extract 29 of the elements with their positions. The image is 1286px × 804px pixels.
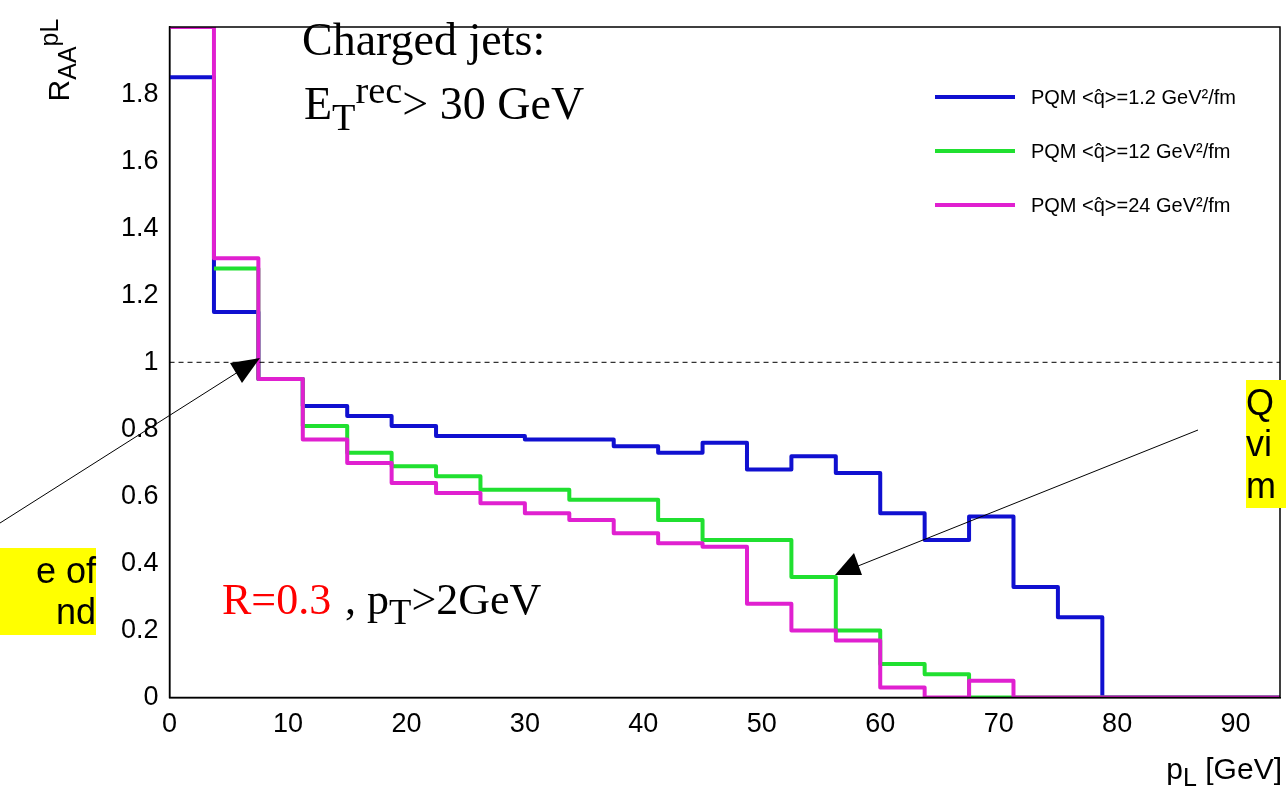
y-tick-label: 1.6: [120, 144, 159, 175]
x-tick-label: 20: [391, 708, 422, 739]
annotation: E$_{T}$$^{rec}$> 30 GeV: [304, 68, 585, 139]
y-tick-label: 1: [143, 345, 159, 376]
y-tick-label: 0.6: [120, 479, 159, 510]
text: e of nd: [0, 548, 96, 635]
annotation: Charged jets:: [302, 14, 546, 67]
x-tick-label: 90: [1220, 708, 1251, 739]
y-tick-label: 0.2: [120, 613, 159, 644]
x-tick-label: 60: [865, 708, 896, 739]
x-tick-label: 0: [162, 708, 178, 739]
x-axis-title: p$_{L}$ [GeV]: [1166, 752, 1282, 792]
y-tick-label: 0: [143, 681, 159, 712]
x-tick-label: 80: [1102, 708, 1133, 739]
y-tick-label: 1.4: [120, 211, 159, 242]
legend-label: PQM <q̂>=1.2 GeV²/fm: [1030, 85, 1236, 109]
y-tick-label: 1.8: [120, 77, 159, 108]
annotation: R=0.3: [222, 575, 332, 626]
x-tick-label: 30: [509, 708, 540, 739]
x-tick-label: 40: [628, 708, 659, 739]
x-tick-label: 50: [746, 708, 777, 739]
x-tick-label: 10: [272, 708, 304, 739]
y-tick-label: 1.2: [120, 278, 159, 309]
x-tick-label: 70: [983, 708, 1014, 739]
legend-label: PQM <q̂>=24 GeV²/fm: [1030, 193, 1231, 217]
y-tick-label: 0.4: [120, 546, 159, 577]
annotation: , p$_{T}$>2GeV: [345, 575, 542, 633]
annotation: Q vi m: [1246, 380, 1286, 509]
legend-label: PQM <q̂>=12 GeV²/fm: [1030, 139, 1231, 163]
